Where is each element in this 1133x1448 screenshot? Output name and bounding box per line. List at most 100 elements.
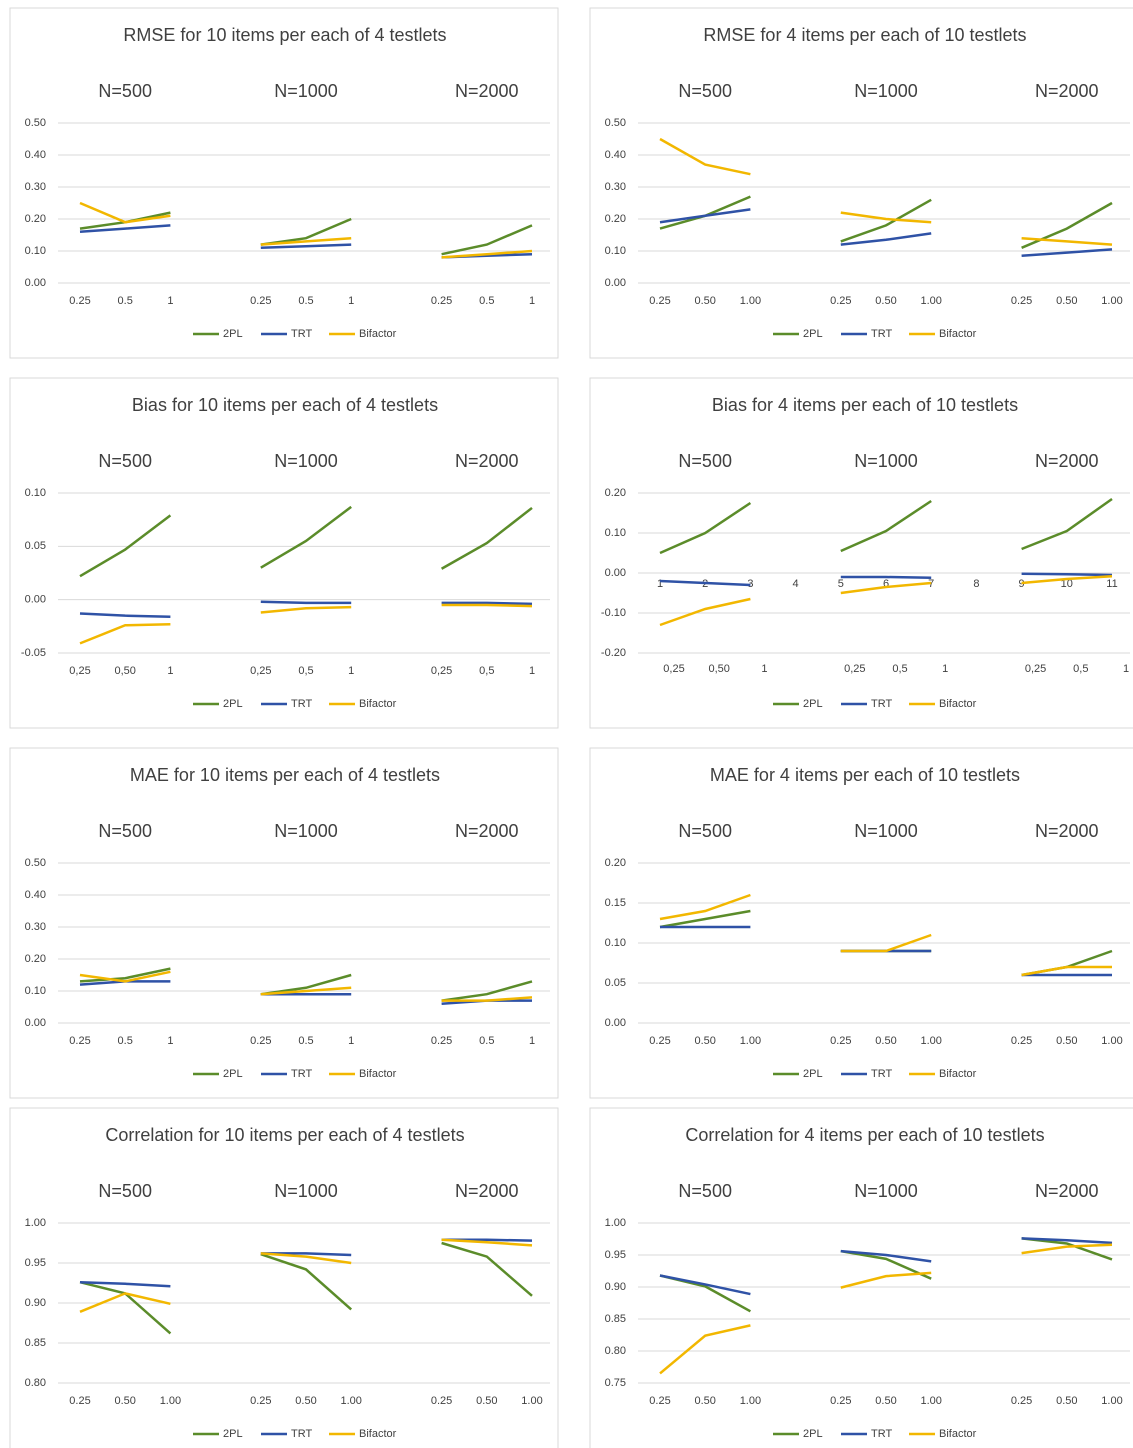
legend-label: 2PL <box>223 1068 243 1080</box>
x-tick-label: 0.50 <box>1056 1035 1077 1047</box>
x-tick-label: 0.25 <box>649 1035 670 1047</box>
legend-label: TRT <box>291 698 312 710</box>
legend-label: Bifactor <box>359 328 397 340</box>
legend-label: 2PL <box>803 328 823 340</box>
x-tick-label: 5 <box>838 578 844 590</box>
x-tick-label: 1.00 <box>160 1395 181 1407</box>
x-tick-label: 0.50 <box>694 1035 715 1047</box>
x-tick-label: 0.25 <box>830 1035 851 1047</box>
legend-label: TRT <box>291 1068 312 1080</box>
legend-label: Bifactor <box>359 1068 397 1080</box>
chart-title: MAE for 10 items per each of 4 testlets <box>130 765 440 785</box>
group-label: N=1000 <box>854 451 918 471</box>
chart-title: MAE for 4 items per each of 10 testlets <box>710 765 1020 785</box>
series-line <box>79 1238 533 1313</box>
legend-label: Bifactor <box>939 328 977 340</box>
series-line <box>659 574 1113 627</box>
x-tick-label: 1.00 <box>1101 1035 1122 1047</box>
x-tick-label: 11 <box>1106 578 1117 590</box>
y-tick-label: 0.10 <box>25 985 46 997</box>
x-tick-label: 0.50 <box>694 295 715 307</box>
legend-label: 2PL <box>803 1068 823 1080</box>
x-tick-label: 0.25 <box>431 1035 452 1047</box>
chart-title: Bias for 10 items per each of 4 testlets <box>132 395 438 415</box>
group-label: N=2000 <box>455 81 519 101</box>
x-tick-label: 0.5 <box>298 1035 313 1047</box>
x-tick-label: 0.5 <box>298 295 313 307</box>
x-tick-label: 0.25 <box>250 295 271 307</box>
y-tick-label: 0.20 <box>25 953 46 965</box>
y-tick-label: 0.10 <box>605 527 626 539</box>
group-label: N=2000 <box>455 1181 519 1201</box>
x-tick-label: 1 <box>529 295 535 307</box>
y-tick-label: 0.10 <box>25 487 46 499</box>
x-sub-label: 1 <box>761 663 767 675</box>
series-line <box>659 1237 1113 1296</box>
legend-label: Bifactor <box>939 1428 977 1440</box>
x-tick-label: 0.25 <box>649 295 670 307</box>
y-tick-label: 0.80 <box>605 1345 626 1357</box>
legend-label: Bifactor <box>939 1068 977 1080</box>
legend-label: Bifactor <box>359 698 397 710</box>
x-tick-label: 1 <box>348 1035 354 1047</box>
x-tick-label: 1.00 <box>920 1035 941 1047</box>
legend-label: 2PL <box>223 1428 243 1440</box>
x-sub-label: 0,25 <box>1025 663 1046 675</box>
x-tick-label: 1.00 <box>340 1395 361 1407</box>
x-sub-label: 1 <box>1123 663 1129 675</box>
x-tick-label: 6 <box>883 578 889 590</box>
panel-border <box>589 747 1133 1099</box>
series-line <box>659 1243 1113 1375</box>
chart-title: Correlation for 10 items per each of 4 t… <box>105 1125 464 1145</box>
y-tick-label: 0.30 <box>25 181 46 193</box>
group-label: N=500 <box>98 1181 152 1201</box>
x-tick-label: 0.5 <box>118 295 133 307</box>
y-tick-label: 0.50 <box>25 857 46 869</box>
x-tick-label: 1.00 <box>740 1395 761 1407</box>
chart-title: RMSE for 10 items per each of 4 testlets <box>123 25 446 45</box>
legend-label: 2PL <box>223 698 243 710</box>
x-tick-label: 1.00 <box>740 1035 761 1047</box>
chart-panel: RMSE for 4 items per each of 10 testlets… <box>589 7 1133 359</box>
y-tick-label: 0.75 <box>605 1377 626 1389</box>
x-tick-label: 0.5 <box>479 1035 494 1047</box>
group-label: N=2000 <box>1035 821 1099 841</box>
group-label: N=1000 <box>274 451 338 471</box>
y-tick-label: 0.15 <box>605 897 626 909</box>
y-tick-label: -0.20 <box>601 647 626 659</box>
x-sub-label: 0,5 <box>892 663 907 675</box>
x-tick-label: 0.25 <box>1011 295 1032 307</box>
x-tick-label: 1.00 <box>920 1395 941 1407</box>
group-label: N=500 <box>98 81 152 101</box>
y-tick-label: 0.30 <box>25 921 46 933</box>
group-label: N=2000 <box>455 451 519 471</box>
x-tick-label: 0.25 <box>250 1395 271 1407</box>
x-tick-label: 1 <box>167 1035 173 1047</box>
panel-border <box>9 7 559 359</box>
chart-panel: Bias for 4 items per each of 10 testlets… <box>589 377 1133 729</box>
x-tick-label: 0.50 <box>1056 295 1077 307</box>
x-tick-label: 0.50 <box>476 1395 497 1407</box>
x-tick-label: 0.25 <box>431 295 452 307</box>
x-tick-label: 0.50 <box>295 1395 316 1407</box>
group-label: N=500 <box>98 821 152 841</box>
y-tick-label: 0.20 <box>25 213 46 225</box>
series-line <box>659 208 1113 258</box>
chart-panel: Correlation for 4 items per each of 10 t… <box>589 1107 1133 1448</box>
chart-title: Bias for 4 items per each of 10 testlets <box>712 395 1018 415</box>
legend-label: 2PL <box>223 328 243 340</box>
y-tick-label: 0.95 <box>605 1249 626 1261</box>
y-tick-label: 0.30 <box>605 181 626 193</box>
y-tick-label: 0.40 <box>25 149 46 161</box>
x-tick-label: 1.00 <box>1101 295 1122 307</box>
y-tick-label: -0.05 <box>21 647 46 659</box>
series-line <box>659 137 1113 246</box>
x-tick-label: 0.25 <box>1011 1395 1032 1407</box>
group-label: N=1000 <box>274 81 338 101</box>
y-tick-label: 0.50 <box>25 117 46 129</box>
legend-label: TRT <box>871 1428 892 1440</box>
x-tick-label: 0,25 <box>69 665 90 677</box>
x-tick-label: 0,25 <box>431 665 452 677</box>
legend-label: 2PL <box>803 1428 823 1440</box>
